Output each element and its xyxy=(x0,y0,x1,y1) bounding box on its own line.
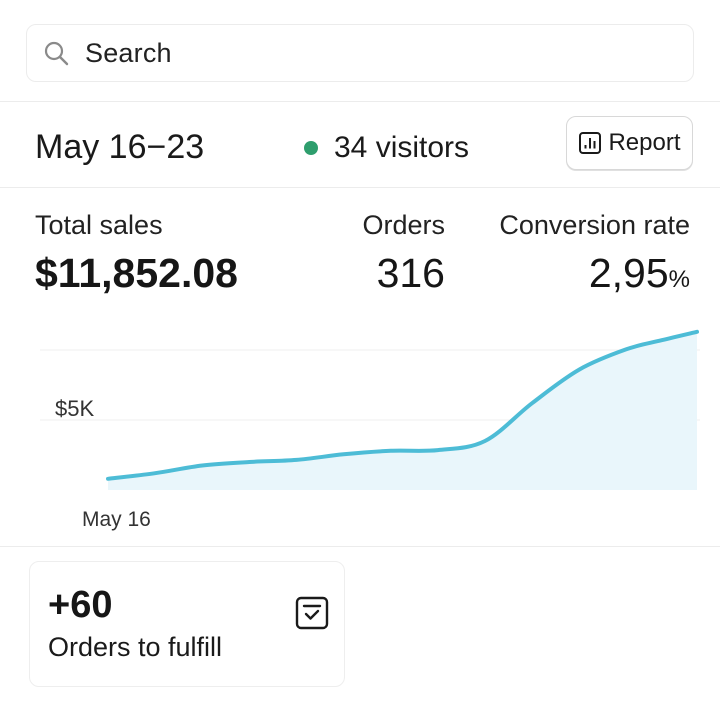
live-status-dot xyxy=(304,141,318,155)
sales-area-fill xyxy=(108,331,697,490)
visitors-count: 34 visitors xyxy=(334,131,470,164)
divider xyxy=(0,101,720,102)
sales-chart xyxy=(40,329,700,490)
conversion-rate-value: 2,95% xyxy=(589,250,690,297)
date-range[interactable]: May 16−23 xyxy=(35,128,205,166)
conversion-rate-label: Conversion rate xyxy=(499,210,690,240)
search-placeholder: Search xyxy=(85,37,172,68)
divider xyxy=(0,546,720,547)
x-axis-tick-label: May 16 xyxy=(82,508,151,531)
report-icon xyxy=(578,131,602,155)
report-label: Report xyxy=(608,129,681,156)
y-axis-tick-label: $5K xyxy=(55,396,95,421)
search-icon xyxy=(43,40,69,66)
orders-to-fulfill-count: +60 xyxy=(48,584,113,626)
orders-label: Orders xyxy=(362,210,445,240)
total-sales-value: $11,852.08 xyxy=(35,250,238,296)
visitors-indicator: 34 visitors xyxy=(304,131,469,165)
checklist-icon xyxy=(295,596,329,630)
conversion-rate-unit: % xyxy=(668,266,690,293)
report-button[interactable]: Report xyxy=(566,116,693,170)
search-bar[interactable]: Search xyxy=(26,24,694,82)
sales-line xyxy=(106,329,699,481)
orders-to-fulfill-card[interactable]: +60 Orders to fulfill xyxy=(29,561,345,687)
orders-to-fulfill-label: Orders to fulfill xyxy=(48,632,223,662)
total-sales-label: Total sales xyxy=(35,210,163,240)
divider xyxy=(0,187,720,188)
orders-value: 316 xyxy=(376,250,445,296)
conversion-rate-number: 2,95 xyxy=(588,250,669,296)
